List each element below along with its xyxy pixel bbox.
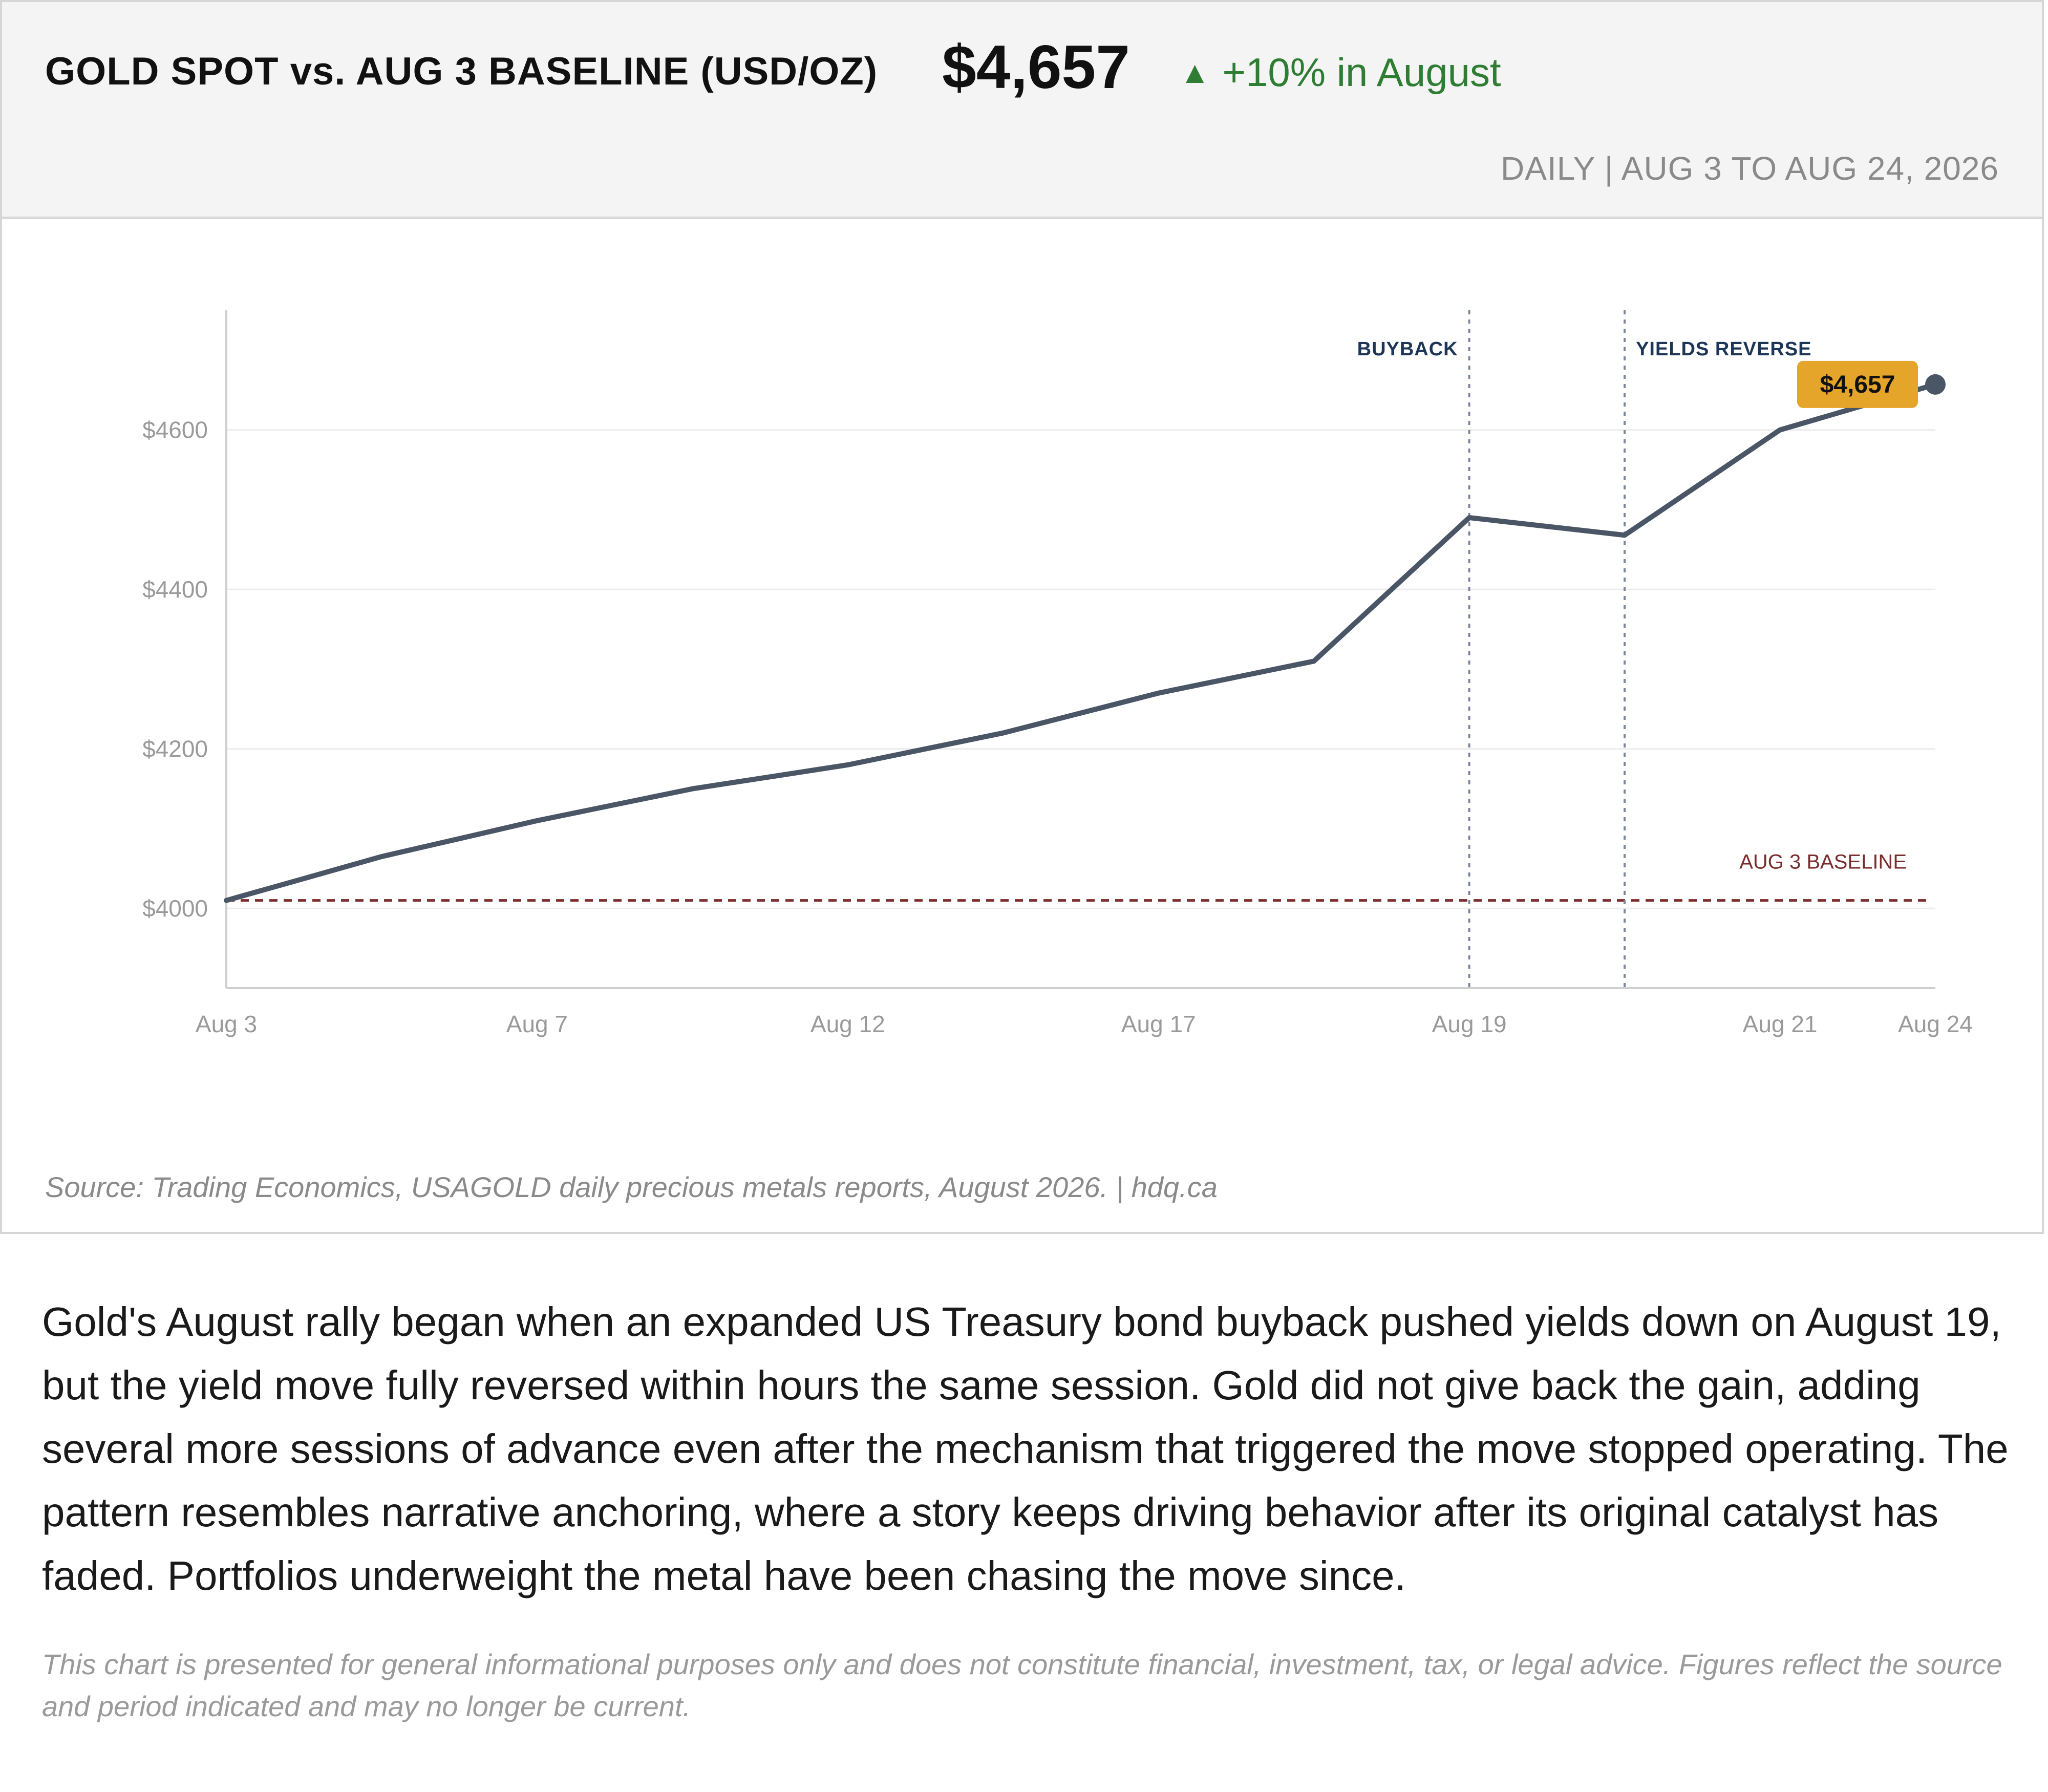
x-tick-label: Aug 19	[1432, 1011, 1507, 1037]
event-label: YIELDS REVERSE	[1636, 338, 1811, 360]
x-tick-label: Aug 21	[1743, 1011, 1818, 1037]
change-text: +10% in August	[1222, 50, 1501, 95]
source-note: Source: Trading Economics, USAGOLD daily…	[45, 1171, 1218, 1203]
chart-header: GOLD SPOT vs. AUG 3 BASELINE (USD/OZ) $4…	[2, 2, 2042, 219]
last-value-label: $4,657	[1820, 371, 1895, 398]
price-series-line	[224, 381, 1938, 903]
y-tick-label: $4000	[142, 895, 208, 922]
y-tick-label: $4200	[142, 736, 208, 762]
monthly-change: ▲ +10% in August	[1180, 49, 1501, 96]
last-point-marker	[1925, 374, 1946, 395]
x-tick-label: Aug 24	[1898, 1011, 1973, 1037]
x-tick-label: Aug 17	[1121, 1011, 1196, 1037]
x-tick-label: Aug 7	[506, 1011, 568, 1037]
chart-title: GOLD SPOT vs. AUG 3 BASELINE (USD/OZ)	[45, 50, 878, 93]
x-tick-label: Aug 12	[810, 1011, 885, 1037]
last-value-tag	[1797, 360, 1918, 408]
up-arrow-icon: ▲	[1180, 55, 1210, 90]
y-tick-label: $4600	[142, 417, 208, 443]
period-label: DAILY | AUG 3 TO AUG 24, 2026	[1501, 150, 1999, 187]
baseline-label: AUG 3 BASELINE	[1739, 851, 1907, 873]
disclaimer: This chart is presented for general info…	[42, 1648, 2002, 1722]
chart-card: GOLD SPOT vs. AUG 3 BASELINE (USD/OZ) $4…	[0, 0, 2044, 1234]
event-label: BUYBACK	[1357, 338, 1458, 360]
x-tick-label: Aug 3	[196, 1011, 257, 1037]
current-price: $4,657	[942, 33, 1130, 101]
line-chart: $4000 $4200 $4400 $4600 Aug 3 Aug 7 Aug 12 Aug …	[142, 310, 1973, 1037]
y-tick-label: $4400	[142, 576, 208, 603]
description-paragraph: Gold's August rally began when an expand…	[42, 1299, 2009, 1598]
